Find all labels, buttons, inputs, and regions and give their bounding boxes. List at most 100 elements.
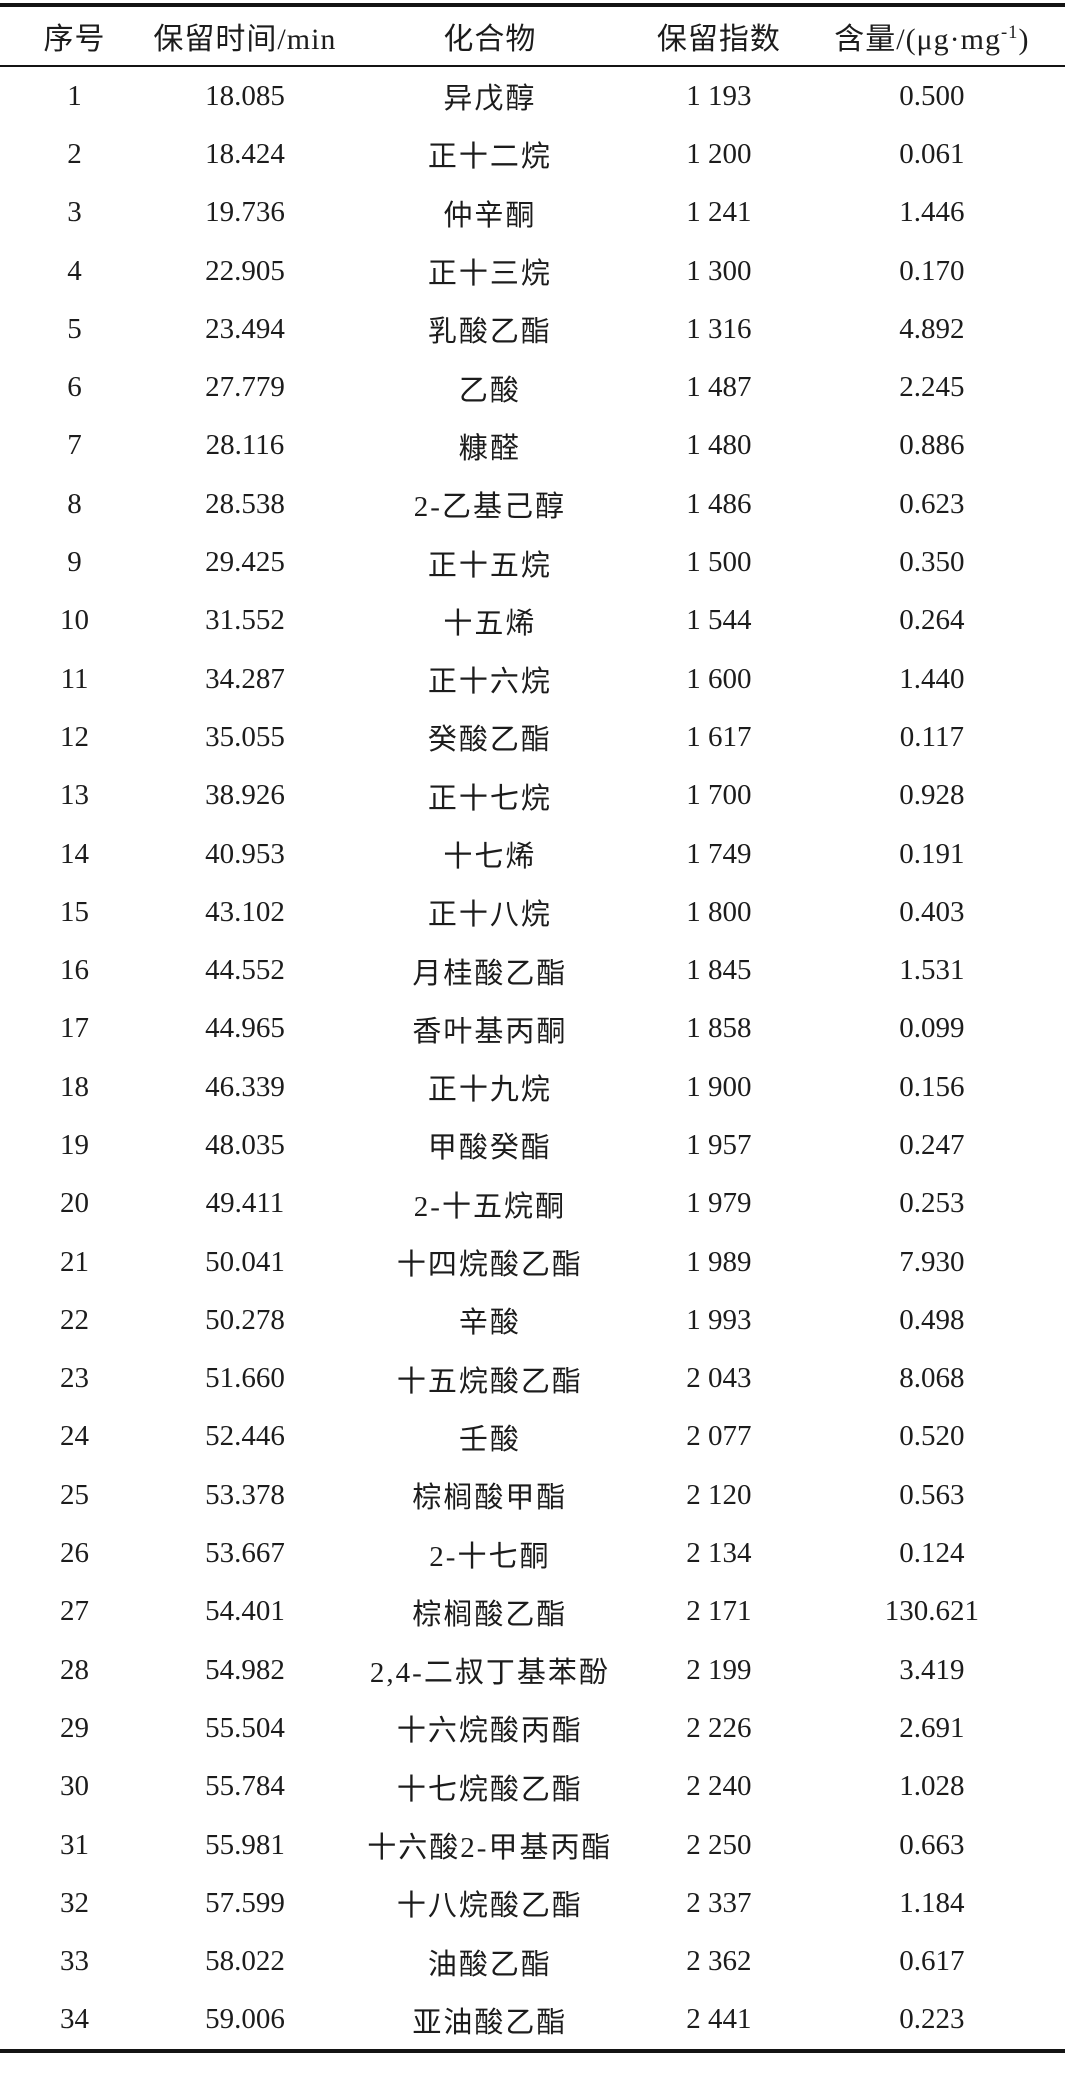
cell-amount: 0.498 [899, 1303, 965, 1336]
header-row: 序号 保留时间/min 化合物 保留指数 含量/(μg·mg-1) [0, 5, 1065, 67]
cell-compound: 2,4-二叔丁基苯酚 [369, 1657, 610, 1690]
table-row: 23 51.660 十五烷酸乙酯 2 043 8.068 [0, 1350, 1065, 1408]
cell-no: 16 [60, 954, 90, 987]
cell-retention-index: 1 749 [686, 837, 752, 870]
table-row: 18 46.339 正十九烷 1 900 0.156 [0, 1058, 1065, 1116]
table-row: 33 58.022 油酸乙酯 2 362 0.617 [0, 1933, 1065, 1991]
cell-retention-index: 1 900 [686, 1070, 752, 1103]
cell-amount: 0.061 [899, 137, 965, 170]
cell-amount: 0.350 [899, 546, 965, 579]
cell-compound: 十七烷酸乙酯 [396, 1773, 583, 1806]
cell-compound: 2-十五烷酮 [413, 1190, 566, 1223]
cell-amount: 1.440 [899, 662, 965, 695]
cell-no: 29 [60, 1711, 90, 1744]
cell-retention-time: 59.006 [205, 2003, 285, 2036]
column-header-retention-index: 保留指数 [638, 5, 799, 67]
cell-retention-index: 1 544 [686, 604, 752, 637]
cell-amount: 0.886 [899, 429, 965, 462]
cell-amount: 0.623 [899, 487, 965, 520]
cell-compound: 正十三烷 [427, 258, 552, 291]
cell-retention-index: 2 043 [686, 1362, 752, 1395]
cell-no: 15 [60, 895, 90, 928]
cell-amount: 0.156 [899, 1070, 965, 1103]
cell-retention-index: 2 240 [686, 1770, 752, 1803]
cell-retention-index: 2 362 [686, 1945, 752, 1978]
cell-no: 25 [60, 1478, 90, 1511]
cell-no: 5 [67, 312, 82, 345]
table-row: 14 40.953 十七烯 1 749 0.191 [0, 825, 1065, 883]
cell-retention-index: 2 120 [686, 1478, 752, 1511]
column-header-compound: 化合物 [340, 5, 639, 67]
table-row: 26 53.667 2-十七酮 2 134 0.124 [0, 1524, 1065, 1582]
cell-retention-index: 1 200 [686, 137, 752, 170]
cell-amount: 3.419 [899, 1653, 965, 1686]
cell-compound: 棕榈酸乙酯 [412, 1598, 568, 1631]
table-row: 29 55.504 十六烷酸丙酯 2 226 2.691 [0, 1699, 1065, 1757]
cell-amount: 2.691 [899, 1711, 965, 1744]
table-row: 31 55.981 十六酸2-甲基丙酯 2 250 0.663 [0, 1816, 1065, 1874]
cell-retention-index: 2 134 [686, 1537, 752, 1570]
cell-compound: 异戊醇 [443, 83, 537, 116]
cell-no: 23 [60, 1362, 90, 1395]
table-row: 12 35.055 癸酸乙酯 1 617 0.117 [0, 708, 1065, 766]
cell-compound: 癸酸乙酯 [427, 724, 552, 757]
table-row: 8 28.538 2-乙基己醇 1 486 0.623 [0, 475, 1065, 533]
cell-retention-time: 49.411 [205, 1187, 285, 1220]
cell-compound: 正十六烷 [427, 666, 552, 699]
cell-compound: 壬酸 [458, 1423, 521, 1456]
cell-retention-time: 31.552 [205, 604, 285, 637]
cell-retention-time: 23.494 [205, 312, 285, 345]
cell-no: 34 [60, 2003, 90, 2036]
cell-retention-time: 57.599 [205, 1886, 285, 1919]
cell-retention-time: 27.779 [205, 371, 285, 404]
table-row: 5 23.494 乳酸乙酯 1 316 4.892 [0, 300, 1065, 358]
table-row: 3 19.736 仲辛酮 1 241 1.446 [0, 184, 1065, 242]
table-row: 25 53.378 棕榈酸甲酯 2 120 0.563 [0, 1466, 1065, 1524]
cell-no: 3 [67, 196, 82, 229]
cell-retention-time: 18.085 [205, 79, 285, 112]
amount-unit-suffix: ) [1018, 23, 1030, 56]
cell-no: 13 [60, 779, 90, 812]
cell-no: 1 [67, 79, 82, 112]
cell-retention-index: 1 993 [686, 1303, 752, 1336]
cell-retention-time: 55.784 [205, 1770, 285, 1803]
cell-retention-index: 2 250 [686, 1828, 752, 1861]
amount-unit-prefix: 含量/(μg·mg [834, 23, 1001, 56]
cell-retention-index: 1 617 [686, 720, 752, 753]
cell-amount: 1.446 [899, 196, 965, 229]
cell-no: 32 [60, 1886, 90, 1919]
cell-retention-index: 1 600 [686, 662, 752, 695]
table-row: 6 27.779 乙酸 1 487 2.245 [0, 358, 1065, 416]
cell-no: 24 [60, 1420, 90, 1453]
cell-amount: 0.563 [899, 1478, 965, 1511]
table-row: 24 52.446 壬酸 2 077 0.520 [0, 1408, 1065, 1466]
cell-retention-time: 51.660 [205, 1362, 285, 1395]
cell-retention-index: 2 226 [686, 1711, 752, 1744]
cell-no: 26 [60, 1537, 90, 1570]
cell-retention-time: 34.287 [205, 662, 285, 695]
cell-compound: 棕榈酸甲酯 [412, 1482, 568, 1515]
cell-amount: 0.253 [899, 1187, 965, 1220]
table-row: 11 34.287 正十六烷 1 600 1.440 [0, 650, 1065, 708]
cell-retention-time: 55.981 [205, 1828, 285, 1861]
cell-amount: 4.892 [899, 312, 965, 345]
cell-retention-index: 1 845 [686, 954, 752, 987]
cell-no: 9 [67, 546, 82, 579]
cell-no: 22 [60, 1303, 90, 1336]
cell-no: 12 [60, 720, 90, 753]
cell-no: 19 [60, 1128, 90, 1161]
cell-retention-index: 1 480 [686, 429, 752, 462]
cell-amount: 8.068 [899, 1362, 965, 1395]
column-header-amount: 含量/(μg·mg-1) [798, 5, 1065, 67]
cell-retention-time: 50.041 [205, 1245, 285, 1278]
cell-retention-time: 19.736 [205, 196, 285, 229]
cell-no: 4 [67, 254, 82, 287]
cell-retention-time: 46.339 [205, 1070, 285, 1103]
table-row: 20 49.411 2-十五烷酮 1 979 0.253 [0, 1175, 1065, 1233]
cell-no: 11 [60, 662, 89, 695]
cell-compound: 正十二烷 [427, 141, 552, 174]
table-row: 17 44.965 香叶基丙酮 1 858 0.099 [0, 1000, 1065, 1058]
cell-compound: 十四烷酸乙酯 [396, 1249, 583, 1282]
cell-no: 20 [60, 1187, 90, 1220]
table-row: 1 18.085 异戊醇 1 193 0.500 [0, 66, 1065, 125]
